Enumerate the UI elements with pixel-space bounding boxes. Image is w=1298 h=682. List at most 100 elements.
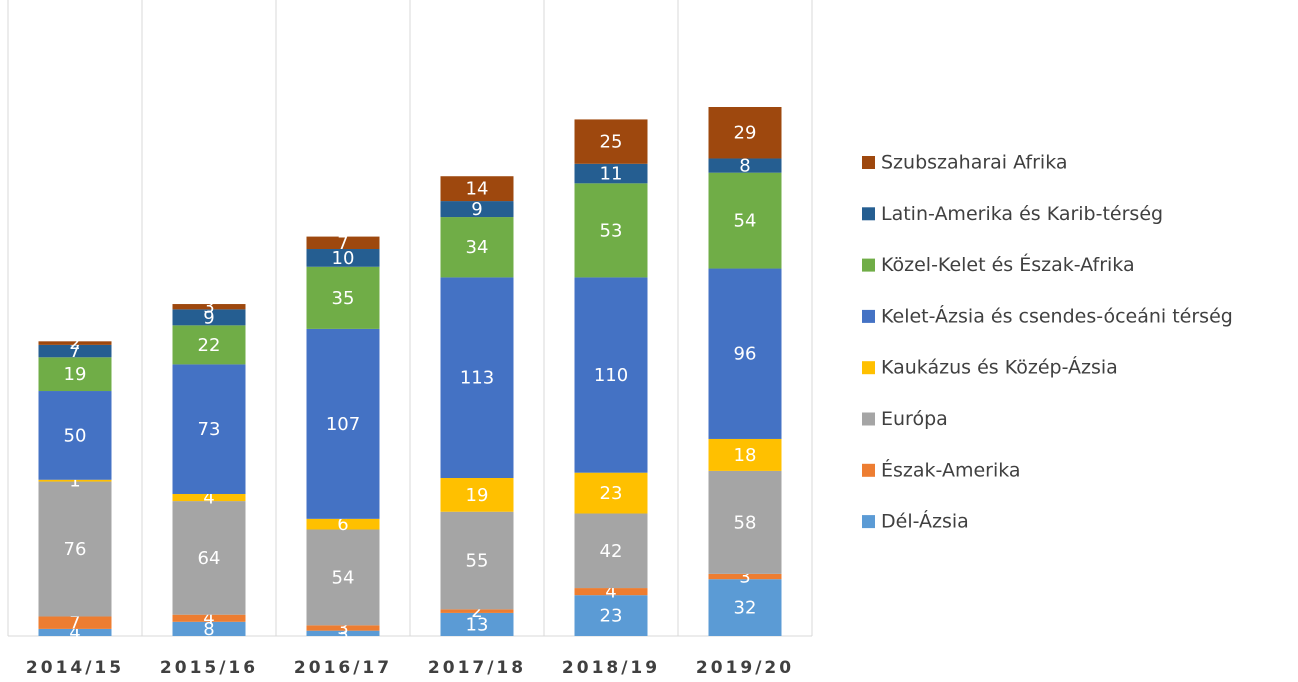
bar-segment bbox=[574, 472, 648, 514]
bar-segment bbox=[574, 119, 648, 164]
bar-segment bbox=[172, 621, 246, 636]
legend-swatch bbox=[862, 515, 875, 529]
data-label: 29 bbox=[734, 123, 757, 144]
bar-segment bbox=[574, 163, 648, 184]
data-label: 54 bbox=[332, 567, 355, 588]
bar-segment bbox=[708, 438, 782, 471]
legend-label: Közel-Kelet és Észak-Afrika bbox=[881, 253, 1135, 276]
bar-segment bbox=[172, 364, 246, 494]
x-tick-label: 2019/20 bbox=[696, 658, 794, 678]
bar-segment bbox=[440, 612, 514, 636]
data-label: 19 bbox=[466, 485, 489, 506]
legend-label: Szubszaharai Afrika bbox=[881, 152, 1068, 174]
legend-label: Latin-Amerika és Karib-térség bbox=[881, 203, 1163, 225]
data-label: 7 bbox=[69, 613, 80, 634]
data-label: 7 bbox=[337, 233, 348, 254]
bar-segment bbox=[440, 511, 514, 610]
legend-swatch bbox=[862, 156, 875, 169]
legend-swatch bbox=[862, 412, 875, 426]
data-label: 54 bbox=[734, 211, 757, 232]
bar-segment bbox=[708, 470, 782, 574]
legend-label: Észak-Amerika bbox=[881, 458, 1021, 481]
data-label: 4 bbox=[203, 608, 214, 629]
bar-segment bbox=[38, 357, 112, 392]
data-label: 11 bbox=[600, 164, 623, 185]
legend-swatch bbox=[862, 463, 875, 477]
bar-segment bbox=[708, 579, 782, 636]
legend-swatch bbox=[862, 361, 875, 375]
data-label: 3 bbox=[337, 618, 348, 639]
bar-segment bbox=[708, 268, 782, 439]
bar-segment bbox=[440, 277, 514, 479]
data-label: 3 bbox=[739, 567, 750, 588]
data-label: 9 bbox=[203, 307, 214, 328]
bar-segment bbox=[38, 391, 112, 480]
legend-label: Kelet-Ázsia és csendes-óceáni térség bbox=[881, 304, 1233, 327]
data-label: 9 bbox=[471, 199, 482, 220]
legend-label: Kaukázus és Közép-Ázsia bbox=[881, 356, 1118, 379]
data-label: 10 bbox=[332, 248, 355, 269]
bar-segment bbox=[172, 304, 246, 310]
data-label: 42 bbox=[600, 541, 623, 562]
bar-segment bbox=[38, 479, 112, 482]
data-label: 8 bbox=[739, 156, 750, 177]
data-label: 25 bbox=[600, 132, 623, 153]
bar-segment bbox=[306, 249, 380, 267]
data-label: 4 bbox=[69, 622, 80, 643]
bar-segment bbox=[172, 614, 246, 622]
legend-swatch bbox=[862, 309, 875, 323]
bar-segment bbox=[708, 158, 782, 173]
data-label: 110 bbox=[594, 365, 628, 386]
bar-segment bbox=[172, 309, 246, 326]
bar-segment bbox=[306, 266, 380, 329]
bar-segment bbox=[708, 172, 782, 269]
data-label: 35 bbox=[332, 288, 355, 309]
data-label: 107 bbox=[326, 414, 360, 435]
x-tick-label: 2015/16 bbox=[160, 658, 258, 678]
data-label: 53 bbox=[600, 220, 623, 241]
bar-segment bbox=[38, 481, 112, 617]
data-label: 3 bbox=[203, 297, 214, 318]
data-label: 22 bbox=[198, 335, 221, 356]
bar-segment bbox=[306, 630, 380, 636]
data-label: 3 bbox=[337, 623, 348, 644]
bar-segment bbox=[172, 493, 246, 502]
data-label: 7 bbox=[69, 341, 80, 362]
data-label: 23 bbox=[600, 483, 623, 504]
data-label: 14 bbox=[466, 179, 489, 200]
x-tick-label: 2017/18 bbox=[428, 658, 526, 678]
data-label: 55 bbox=[466, 551, 489, 572]
data-label: 50 bbox=[64, 425, 87, 446]
bar-segment bbox=[306, 625, 380, 631]
data-label: 13 bbox=[466, 614, 489, 635]
x-tick-label: 2018/19 bbox=[562, 658, 660, 678]
bar-segment bbox=[306, 328, 380, 519]
data-label: 73 bbox=[198, 419, 221, 440]
data-label: 64 bbox=[198, 548, 221, 569]
data-label: 19 bbox=[64, 364, 87, 385]
data-label: 76 bbox=[64, 539, 87, 560]
data-label: 58 bbox=[734, 512, 757, 533]
bar-segment bbox=[574, 277, 648, 473]
data-label: 96 bbox=[734, 344, 757, 365]
bar-segment bbox=[708, 573, 782, 580]
legend-label: Európa bbox=[881, 408, 948, 430]
bar-segment bbox=[172, 501, 246, 615]
bar-segment bbox=[38, 344, 112, 358]
bar-segment bbox=[574, 513, 648, 589]
bar-segment bbox=[574, 595, 648, 636]
data-label: 4 bbox=[203, 488, 214, 509]
bar-segment bbox=[38, 616, 112, 629]
bar-segment bbox=[574, 183, 648, 278]
bar-segment bbox=[440, 201, 514, 218]
data-label: 23 bbox=[600, 606, 623, 627]
data-label: 2 bbox=[69, 333, 80, 354]
data-label: 4 bbox=[605, 582, 616, 603]
data-label: 2 bbox=[471, 601, 482, 622]
data-label: 6 bbox=[337, 514, 348, 535]
bar-segment bbox=[574, 588, 648, 596]
data-label: 8 bbox=[203, 619, 214, 640]
x-tick-label: 2014/15 bbox=[26, 658, 124, 678]
data-label: 18 bbox=[734, 445, 757, 466]
